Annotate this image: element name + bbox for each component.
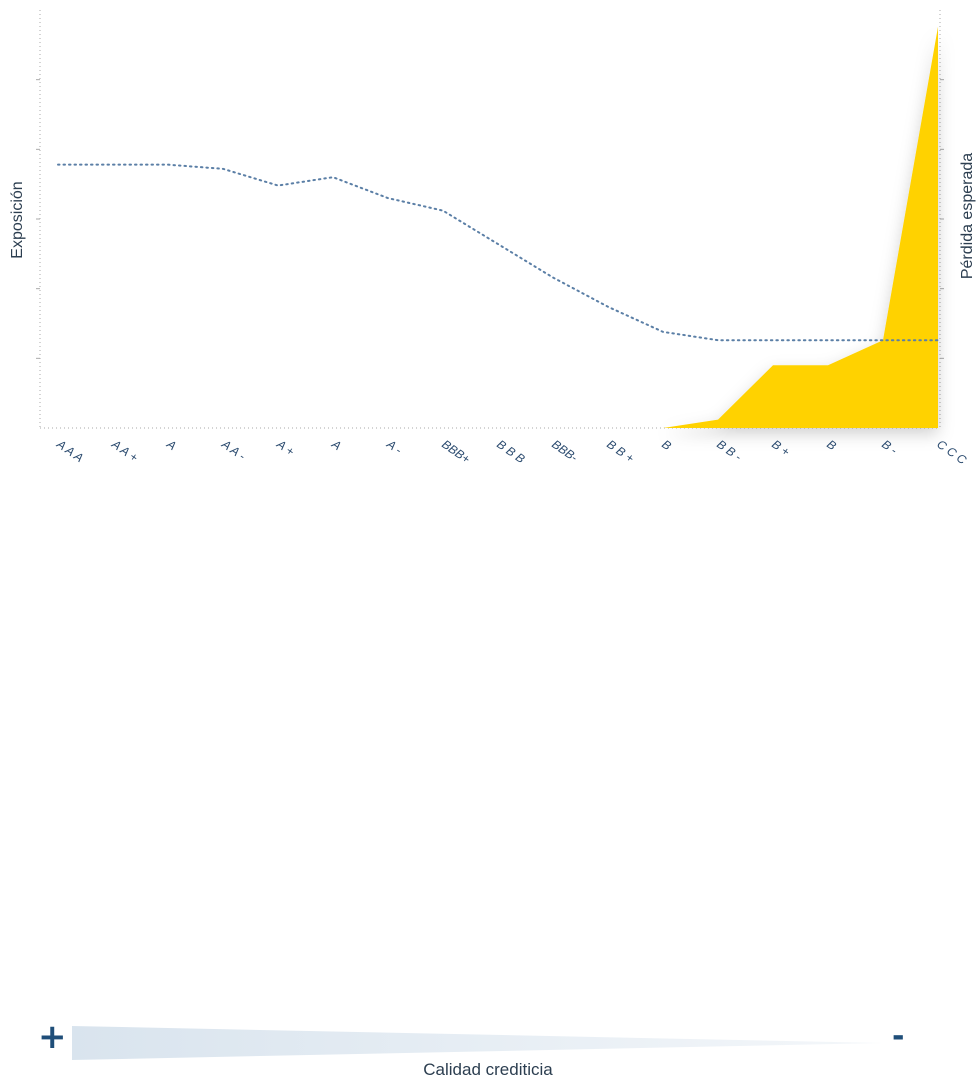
x-tick-label: B B B — [494, 437, 527, 466]
x-tick-label: B B - — [714, 437, 744, 464]
left-ticks — [36, 79, 40, 359]
plus-icon: + — [38, 1017, 67, 1057]
exposure-line-path — [57, 163, 939, 342]
x-tick-label: A A + — [108, 436, 140, 464]
x-tick-label: A A A — [53, 436, 86, 465]
x-tick-label: C C C — [934, 437, 969, 467]
x-tick-label: B + — [769, 437, 792, 459]
x-tick-label: B — [824, 437, 839, 453]
right-ticks — [940, 79, 944, 359]
x-tick-label: A A - — [218, 436, 248, 463]
expected-loss-area — [58, 26, 938, 428]
expected-loss-area-path — [58, 26, 938, 428]
quality-scale: + - Calidad crediticia — [0, 505, 976, 1080]
chart: A A A A A + A A A - A + A A - BBB+ B B B BBB- B B … — [9, 10, 976, 467]
x-tick-labels: A A A A A + A A A - A + A A - BBB+ B B B BBB- B B … — [53, 436, 969, 467]
x-tick-label: A + — [273, 436, 297, 458]
x-tick-label: B - — [879, 437, 900, 457]
x-tick-label: BBB+ — [439, 437, 472, 466]
x-tick-label: B B + — [604, 437, 636, 465]
y-left-label: Exposición — [9, 181, 26, 258]
x-tick-label: A — [163, 436, 178, 453]
x-tick-label: A — [328, 436, 343, 453]
exposure-line — [57, 163, 939, 342]
minus-icon: - — [892, 1019, 905, 1054]
x-tick-label: B — [659, 437, 674, 453]
y-right-label: Pérdida esperada — [959, 153, 976, 279]
quality-gradient-wedge — [72, 1026, 882, 1060]
x-tick-label: BBB- — [549, 437, 580, 465]
quality-label: Calidad crediticia — [423, 1060, 553, 1079]
x-tick-label: A - — [383, 436, 404, 457]
